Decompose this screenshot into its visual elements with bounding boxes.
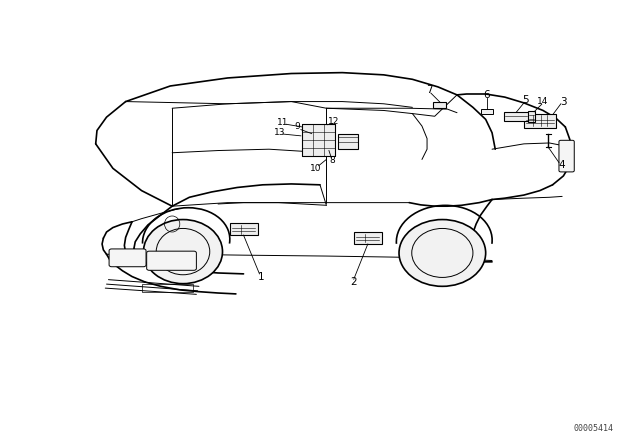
Text: 14: 14 bbox=[538, 97, 548, 106]
Bar bbox=[338, 134, 358, 149]
FancyBboxPatch shape bbox=[230, 224, 257, 235]
Text: 1: 1 bbox=[258, 271, 265, 281]
FancyBboxPatch shape bbox=[147, 251, 196, 270]
Text: 6: 6 bbox=[484, 90, 490, 100]
FancyBboxPatch shape bbox=[504, 112, 529, 121]
FancyBboxPatch shape bbox=[354, 232, 382, 244]
Text: 2: 2 bbox=[351, 277, 357, 287]
Text: 10: 10 bbox=[310, 164, 322, 173]
Text: 00005414: 00005414 bbox=[573, 424, 613, 433]
Text: 3: 3 bbox=[560, 97, 567, 107]
Text: 11: 11 bbox=[277, 118, 289, 127]
Text: 13: 13 bbox=[273, 128, 285, 137]
Ellipse shape bbox=[399, 220, 486, 286]
Text: 4: 4 bbox=[559, 160, 566, 170]
Text: 5: 5 bbox=[522, 95, 529, 105]
Bar bbox=[302, 124, 335, 156]
Bar bbox=[481, 109, 493, 115]
FancyBboxPatch shape bbox=[559, 140, 574, 172]
Text: 9: 9 bbox=[294, 122, 300, 131]
Text: 7: 7 bbox=[426, 86, 433, 95]
FancyBboxPatch shape bbox=[528, 111, 536, 121]
Text: 8: 8 bbox=[330, 156, 335, 165]
Bar bbox=[141, 284, 193, 292]
Text: 12: 12 bbox=[328, 117, 340, 126]
FancyBboxPatch shape bbox=[524, 114, 556, 128]
Ellipse shape bbox=[143, 220, 223, 284]
FancyBboxPatch shape bbox=[109, 249, 146, 267]
FancyBboxPatch shape bbox=[433, 102, 446, 108]
